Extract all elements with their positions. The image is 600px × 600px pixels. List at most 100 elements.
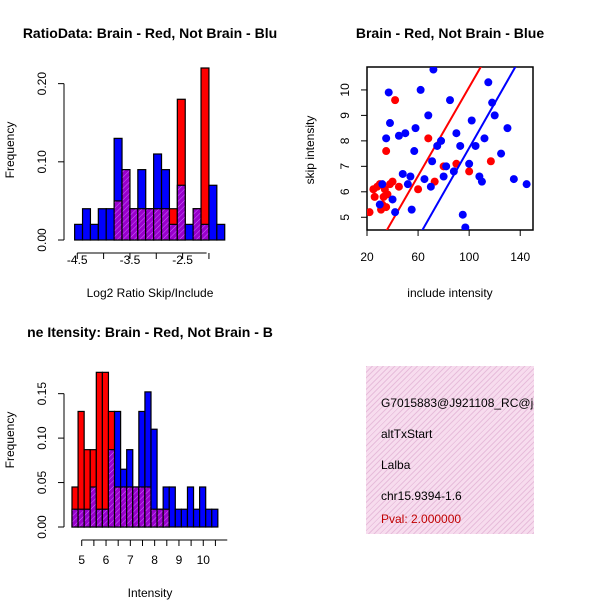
hist2-x-tick-label: 6	[103, 553, 110, 567]
scatter-plot-box	[366, 66, 534, 231]
scatter-point-notbrain	[384, 88, 393, 97]
scatter-point-notbrain	[461, 223, 470, 230]
hist1-bar-notbrain-3	[97, 208, 107, 241]
hist2-bar-notbrain-20	[192, 508, 201, 528]
scatter-point-brain	[465, 167, 474, 176]
hist1-overlap-hatch-9	[146, 209, 154, 240]
hist2-y-tick-label: 0.15	[35, 382, 49, 406]
hist2-bar-notbrain-18	[180, 508, 189, 528]
hist1-title: RatioData: Brain - Red, Not Brain - Blu	[23, 25, 277, 41]
scatter-y-label: skip intensity	[303, 116, 317, 185]
scatter-x-tick-label: 100	[459, 250, 479, 264]
scatter-point-brain	[424, 134, 433, 143]
scatter-point-notbrain	[375, 200, 384, 209]
hist2-overlap-hatch-15	[163, 509, 169, 527]
scatter-point-notbrain	[398, 169, 407, 178]
hist2-overlap-hatch-7	[115, 487, 121, 527]
scatter-point-brain	[391, 96, 400, 105]
scatter-point-notbrain	[446, 96, 454, 105]
hist2-overlap-hatch-0	[72, 509, 78, 527]
scatter-point-notbrain	[394, 131, 403, 140]
hist2-overlap-hatch-13	[151, 509, 157, 527]
hist1-overlap-hatch-15	[193, 209, 201, 240]
hist2-bar-notbrain-19	[186, 486, 195, 528]
hist1-y-tick-label: 0.10	[35, 150, 49, 174]
scatter-y-tick-label: 10	[338, 83, 352, 97]
hist2-x-tick-label: 7	[127, 553, 134, 567]
scatter-point-notbrain	[428, 157, 437, 166]
hist2-bar-notbrain-23	[211, 508, 219, 528]
hist2-overlap-hatch-8	[121, 487, 127, 527]
scatter-point-brain	[370, 192, 379, 201]
scatter-y-tick-label: 5	[338, 214, 352, 221]
hist1-bar-notbrain-18	[216, 223, 226, 241]
hist1-y-label: Frequency	[3, 122, 17, 179]
gene-name: Lalba	[381, 458, 411, 472]
scatter-point-notbrain	[378, 180, 387, 189]
hist2-overlap-hatch-4	[96, 509, 102, 527]
hist2-x-tick-label: 5	[78, 553, 85, 567]
hist1-bar-notbrain-2	[89, 223, 99, 241]
scatter-point-notbrain	[410, 147, 419, 156]
scatter-x-tick-label: 140	[510, 250, 530, 264]
scatter-x-tick-label: 60	[411, 250, 425, 264]
hist1-overlap-hatch-11	[162, 209, 169, 240]
hist1-overlap-hatch-6	[122, 170, 130, 240]
scatter-point-notbrain	[429, 67, 438, 74]
scatter-point-notbrain	[406, 172, 415, 181]
hist1-bar-notbrain-4	[105, 208, 115, 241]
hist2-overlap-hatch-10	[133, 487, 139, 527]
scatter-point-brain	[383, 190, 392, 199]
hist2-overlap-hatch-1	[78, 509, 84, 527]
scatter-y-tick-label: 8	[338, 137, 352, 144]
scatter-title: Brain - Red, Not Brain - Blue	[356, 25, 544, 41]
scatter-point-brain	[394, 182, 403, 191]
scatter-point-notbrain	[424, 111, 433, 120]
scatter-x-label: include intensity	[407, 286, 492, 300]
scatter-point-notbrain	[411, 124, 420, 133]
scatter-point-notbrain	[484, 78, 493, 87]
scatter-point-notbrain	[465, 159, 474, 168]
scatter-point-notbrain	[442, 162, 451, 171]
scatter-point-brain	[367, 208, 374, 217]
hist2-y-tick-label: 0.05	[35, 471, 49, 495]
hist1-overlap-hatch-12	[170, 224, 177, 240]
scatter-point-notbrain	[503, 124, 512, 133]
hist2-overlap-hatch-12	[145, 487, 151, 527]
hist1-overlap-hatch-16	[201, 224, 209, 240]
scatter-point-brain	[414, 185, 423, 194]
scatter-point-notbrain	[391, 208, 400, 217]
hist2-overlap-hatch-6	[109, 450, 114, 527]
hist2-x-label: Intensity	[128, 586, 173, 600]
hist2-bar-notbrain-22	[205, 508, 213, 528]
scatter-point-notbrain	[497, 149, 506, 158]
hist2-y-tick-label: 0.00	[35, 515, 49, 539]
hist1-overlap-hatch-5	[114, 201, 122, 240]
scatter-point-notbrain	[437, 136, 446, 145]
event-type: altTxStart	[381, 427, 433, 441]
scatter-point-notbrain	[480, 134, 489, 143]
hist2-bar-notbrain-21	[199, 486, 207, 528]
scatter-point-notbrain	[420, 175, 429, 184]
scatter-point-notbrain	[522, 180, 531, 189]
scatter-y-tick-label: 6	[338, 188, 352, 195]
hist1-overlap-hatch-8	[138, 209, 146, 240]
hist1-bar-notbrain-17	[208, 184, 218, 241]
hist1-overlap-hatch-13	[177, 185, 185, 240]
hist2-x-tick-label: 9	[176, 553, 183, 567]
hist1-bar-notbrain-14	[184, 223, 194, 241]
scatter-x-tick-label: 20	[360, 250, 374, 264]
scatter-point-notbrain	[407, 205, 416, 214]
hist2-overlap-hatch-11	[139, 487, 145, 527]
hist2-bar-brain-4	[95, 371, 103, 528]
scatter-point-notbrain	[456, 141, 465, 150]
scatter-point-notbrain	[401, 129, 410, 138]
hist2-overlap-hatch-5	[102, 509, 108, 527]
hist2-overlap-hatch-14	[157, 509, 163, 527]
hist1-overlap-hatch-10	[154, 209, 161, 240]
hist2-x-tick-label: 10	[197, 553, 211, 567]
hist1-x-tick-label: -4.5	[67, 253, 88, 267]
hist2-overlap-hatch-9	[127, 487, 133, 527]
info-panel: G7015883@J921108_RC@j8 altTxStart Lalba …	[366, 366, 534, 534]
